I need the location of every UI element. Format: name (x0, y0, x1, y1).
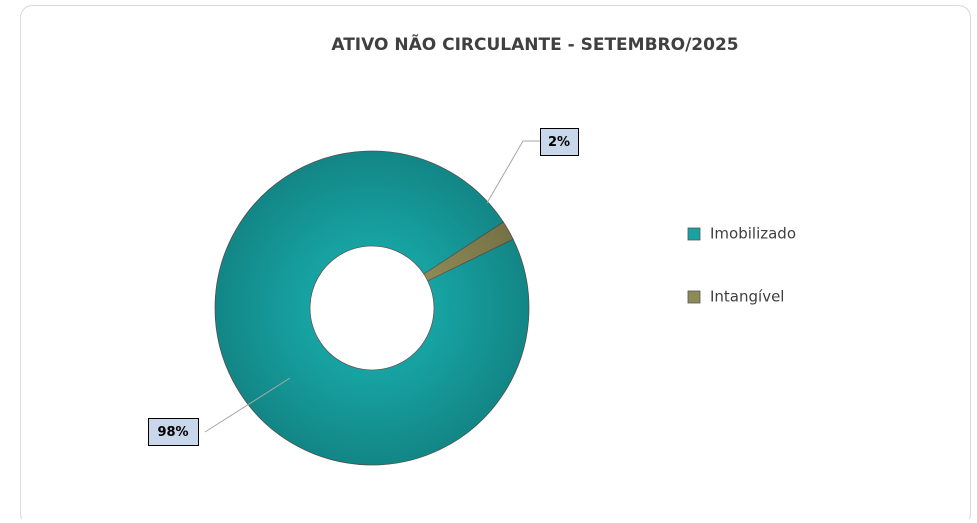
leader-line (204, 377, 291, 433)
legend-label: Imobilizado (710, 225, 796, 243)
data-label: 98% (157, 425, 188, 440)
data-label-box (148, 418, 199, 446)
legend-swatch (687, 290, 701, 304)
data-label: 2% (548, 135, 570, 150)
data-label-box (540, 128, 579, 156)
chart-title: ATIVO NÃO CIRCULANTE - SETEMBRO/2025 (331, 32, 738, 55)
leader-line (486, 140, 540, 204)
legend-swatch (687, 227, 701, 241)
legend-label: Intangível (710, 288, 784, 306)
